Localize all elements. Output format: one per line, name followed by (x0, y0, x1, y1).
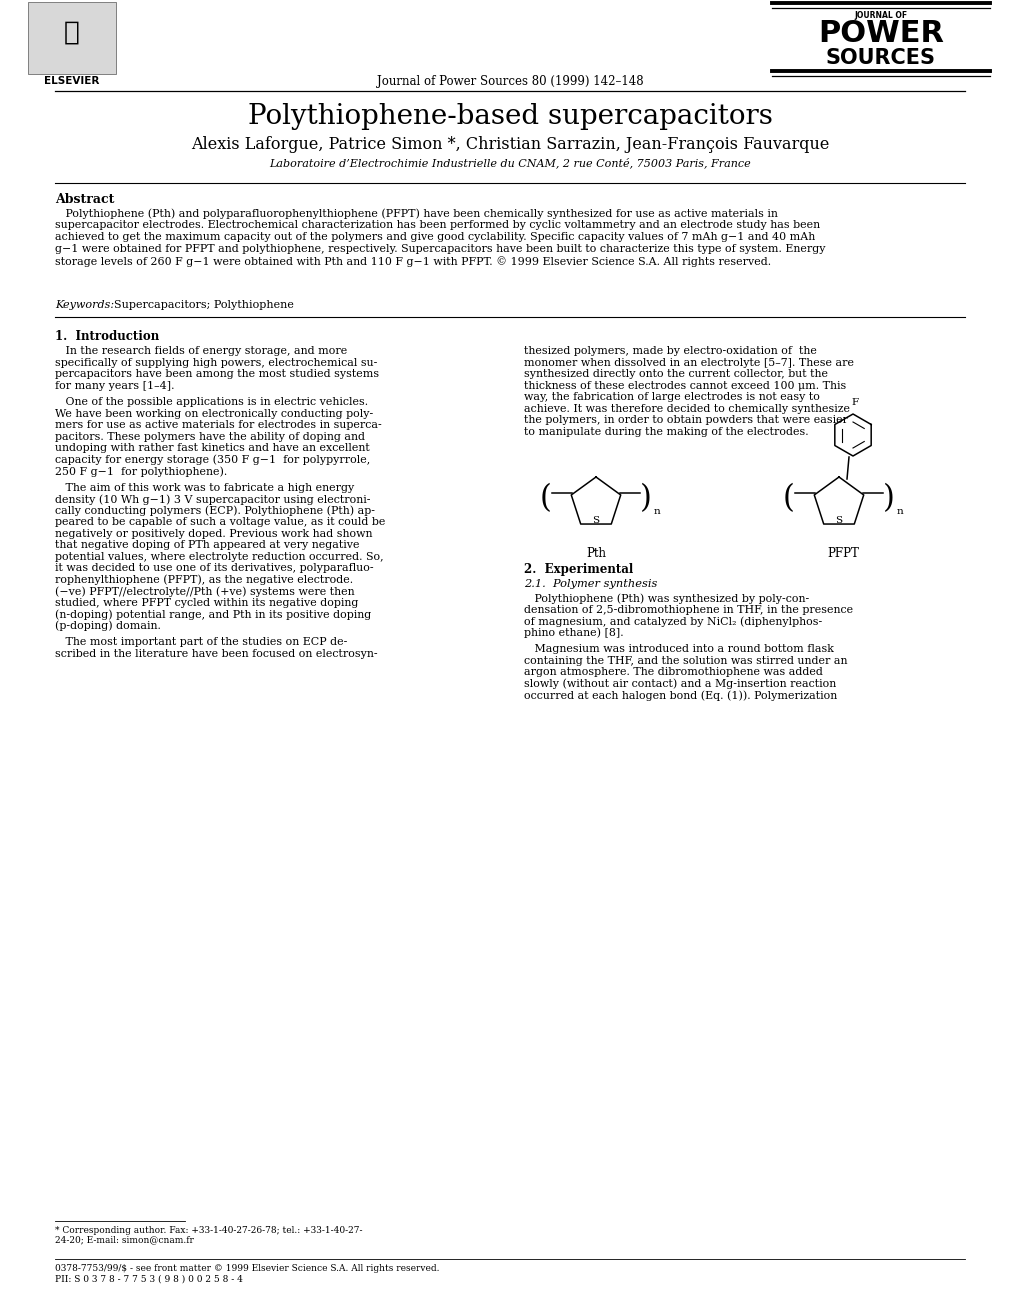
Text: slowly (without air contact) and a Mg-insertion reaction: slowly (without air contact) and a Mg-in… (524, 678, 836, 688)
Text: of magnesium, and catalyzed by NiCl₂ (diphenylphos-: of magnesium, and catalyzed by NiCl₂ (di… (524, 616, 821, 626)
Text: density (10 Wh g−1) 3 V supercapacitor using electroni-: density (10 Wh g−1) 3 V supercapacitor u… (55, 494, 370, 504)
Text: potential values, where electrolyte reduction occurred. So,: potential values, where electrolyte redu… (55, 552, 383, 561)
Text: ELSEVIER: ELSEVIER (44, 77, 100, 86)
Text: way, the fabrication of large electrodes is not easy to: way, the fabrication of large electrodes… (524, 392, 819, 401)
Text: scribed in the literature have been focused on electrosyn-: scribed in the literature have been focu… (55, 648, 377, 659)
Text: PFPT: PFPT (826, 547, 858, 560)
Text: * Corresponding author. Fax: +33-1-40-27-26-78; tel.: +33-1-40-27-: * Corresponding author. Fax: +33-1-40-27… (55, 1226, 362, 1235)
Text: (p-doping) domain.: (p-doping) domain. (55, 621, 161, 631)
Text: containing the THF, and the solution was stirred under an: containing the THF, and the solution was… (524, 656, 847, 665)
Text: Alexis Laforgue, Patrice Simon *, Christian Sarrazin, Jean-François Fauvarque: Alexis Laforgue, Patrice Simon *, Christ… (191, 136, 828, 153)
Text: Keywords:: Keywords: (55, 300, 114, 310)
Text: S: S (592, 516, 599, 525)
Text: pacitors. These polymers have the ability of doping and: pacitors. These polymers have the abilit… (55, 431, 365, 442)
Text: POWER: POWER (817, 19, 943, 48)
Text: 24-20; E-mail: simon@cnam.fr: 24-20; E-mail: simon@cnam.fr (55, 1235, 194, 1244)
Text: undoping with rather fast kinetics and have an excellent: undoping with rather fast kinetics and h… (55, 443, 370, 453)
Text: The aim of this work was to fabricate a high energy: The aim of this work was to fabricate a … (55, 482, 354, 492)
Bar (28, 3, 116, 74)
Text: ): ) (882, 483, 894, 514)
Text: Supercapacitors; Polythiophene: Supercapacitors; Polythiophene (107, 300, 293, 310)
Text: percapacitors have been among the most studied systems: percapacitors have been among the most s… (55, 369, 379, 379)
Text: 250 F g−1  for polythiophene).: 250 F g−1 for polythiophene). (55, 466, 227, 477)
Text: One of the possible applications is in electric vehicles.: One of the possible applications is in e… (55, 397, 368, 407)
Text: g−1 were obtained for PFPT and polythiophene, respectively. Supercapacitors have: g−1 were obtained for PFPT and polythiop… (55, 244, 824, 255)
Text: the polymers, in order to obtain powders that were easier: the polymers, in order to obtain powders… (524, 414, 847, 425)
Text: 2.1.  Polymer synthesis: 2.1. Polymer synthesis (524, 579, 656, 588)
Text: mers for use as active materials for electrodes in superca-: mers for use as active materials for ele… (55, 420, 381, 430)
Text: Pth: Pth (586, 547, 605, 560)
Text: achieve. It was therefore decided to chemically synthesize: achieve. It was therefore decided to che… (524, 404, 849, 413)
Text: cally conducting polymers (ECP). Polythiophene (Pth) ap-: cally conducting polymers (ECP). Polythi… (55, 505, 375, 516)
Text: (n-doping) potential range, and Pth in its positive doping: (n-doping) potential range, and Pth in i… (55, 609, 371, 620)
Text: 🌲: 🌲 (64, 19, 79, 45)
Text: phino ethane) [8].: phino ethane) [8]. (524, 627, 623, 638)
Text: negatively or positively doped. Previous work had shown: negatively or positively doped. Previous… (55, 529, 372, 539)
Text: for many years [1–4].: for many years [1–4]. (55, 381, 174, 391)
Text: (: ( (539, 483, 551, 514)
Text: densation of 2,5-dibromothiophene in THF, in the presence: densation of 2,5-dibromothiophene in THF… (524, 604, 852, 614)
Text: 0378-7753/99/$ - see front matter © 1999 Elsevier Science S.A. All rights reserv: 0378-7753/99/$ - see front matter © 1999… (55, 1264, 439, 1273)
Text: We have been working on electronically conducting poly-: We have been working on electronically c… (55, 408, 373, 418)
Text: SOURCES: SOURCES (825, 48, 935, 68)
Text: supercapacitor electrodes. Electrochemical characterization has been performed b: supercapacitor electrodes. Electrochemic… (55, 220, 819, 230)
Text: monomer when dissolved in an electrolyte [5–7]. These are: monomer when dissolved in an electrolyte… (524, 357, 853, 368)
Text: Magnesium was introduced into a round bottom flask: Magnesium was introduced into a round bo… (524, 644, 834, 653)
Text: (−ve) PFPT//electrolyte//Pth (+ve) systems were then: (−ve) PFPT//electrolyte//Pth (+ve) syste… (55, 586, 355, 596)
Text: In the research fields of energy storage, and more: In the research fields of energy storage… (55, 346, 346, 356)
Text: thickness of these electrodes cannot exceed 100 μm. This: thickness of these electrodes cannot exc… (524, 381, 846, 391)
Text: F: F (851, 397, 858, 407)
Text: The most important part of the studies on ECP de-: The most important part of the studies o… (55, 637, 347, 647)
Text: it was decided to use one of its derivatives, polyparafluo-: it was decided to use one of its derivat… (55, 562, 373, 573)
Text: ): ) (640, 483, 651, 514)
Text: n: n (896, 507, 903, 516)
Text: capacity for energy storage (350 F g−1  for polypyrrole,: capacity for energy storage (350 F g−1 f… (55, 455, 370, 465)
Text: specifically of supplying high powers, electrochemical su-: specifically of supplying high powers, e… (55, 357, 377, 368)
Text: synthesized directly onto the current collector, but the: synthesized directly onto the current co… (524, 369, 827, 379)
Text: 2.  Experimental: 2. Experimental (524, 562, 633, 575)
Text: storage levels of 260 F g−1 were obtained with Pth and 110 F g−1 with PFPT. © 19: storage levels of 260 F g−1 were obtaine… (55, 256, 770, 266)
Text: S: S (835, 516, 842, 525)
Text: Polythiophene (Pth) and polyparafluorophenylthiophene (PFPT) have been chemicall: Polythiophene (Pth) and polyparafluoroph… (55, 208, 777, 218)
Text: Polythiophene-based supercapacitors: Polythiophene-based supercapacitors (248, 103, 771, 130)
Text: rophenylthiophene (PFPT), as the negative electrode.: rophenylthiophene (PFPT), as the negativ… (55, 574, 353, 585)
Text: Polythiophene (Pth) was synthesized by poly-con-: Polythiophene (Pth) was synthesized by p… (524, 594, 808, 604)
Text: studied, where PFPT cycled within its negative doping: studied, where PFPT cycled within its ne… (55, 598, 358, 608)
Text: argon atmosphere. The dibromothiophene was added: argon atmosphere. The dibromothiophene w… (524, 666, 822, 677)
Text: 1.  Introduction: 1. Introduction (55, 330, 159, 343)
Text: to manipulate during the making of the electrodes.: to manipulate during the making of the e… (524, 426, 808, 436)
Text: achieved to get the maximum capacity out of the polymers and give good cyclabili: achieved to get the maximum capacity out… (55, 233, 814, 242)
Text: (: ( (783, 483, 794, 514)
Text: n: n (653, 507, 660, 516)
Text: PII: S 0 3 7 8 - 7 7 5 3 ( 9 8 ) 0 0 2 5 8 - 4: PII: S 0 3 7 8 - 7 7 5 3 ( 9 8 ) 0 0 2 5… (55, 1276, 243, 1283)
Text: that negative doping of PTh appeared at very negative: that negative doping of PTh appeared at … (55, 540, 359, 549)
Text: Laboratoire d’Electrochimie Industrielle du CNAM, 2 rue Conté, 75003 Paris, Fran: Laboratoire d’Electrochimie Industrielle… (269, 157, 750, 168)
Text: occurred at each halogen bond (Eq. (1)). Polymerization: occurred at each halogen bond (Eq. (1)).… (524, 690, 837, 700)
Text: peared to be capable of such a voltage value, as it could be: peared to be capable of such a voltage v… (55, 517, 385, 527)
Text: Abstract: Abstract (55, 194, 114, 207)
Text: JOURNAL OF: JOURNAL OF (854, 10, 907, 19)
Text: Journal of Power Sources 80 (1999) 142–148: Journal of Power Sources 80 (1999) 142–1… (376, 75, 643, 88)
Text: thesized polymers, made by electro-oxidation of  the: thesized polymers, made by electro-oxida… (524, 346, 816, 356)
